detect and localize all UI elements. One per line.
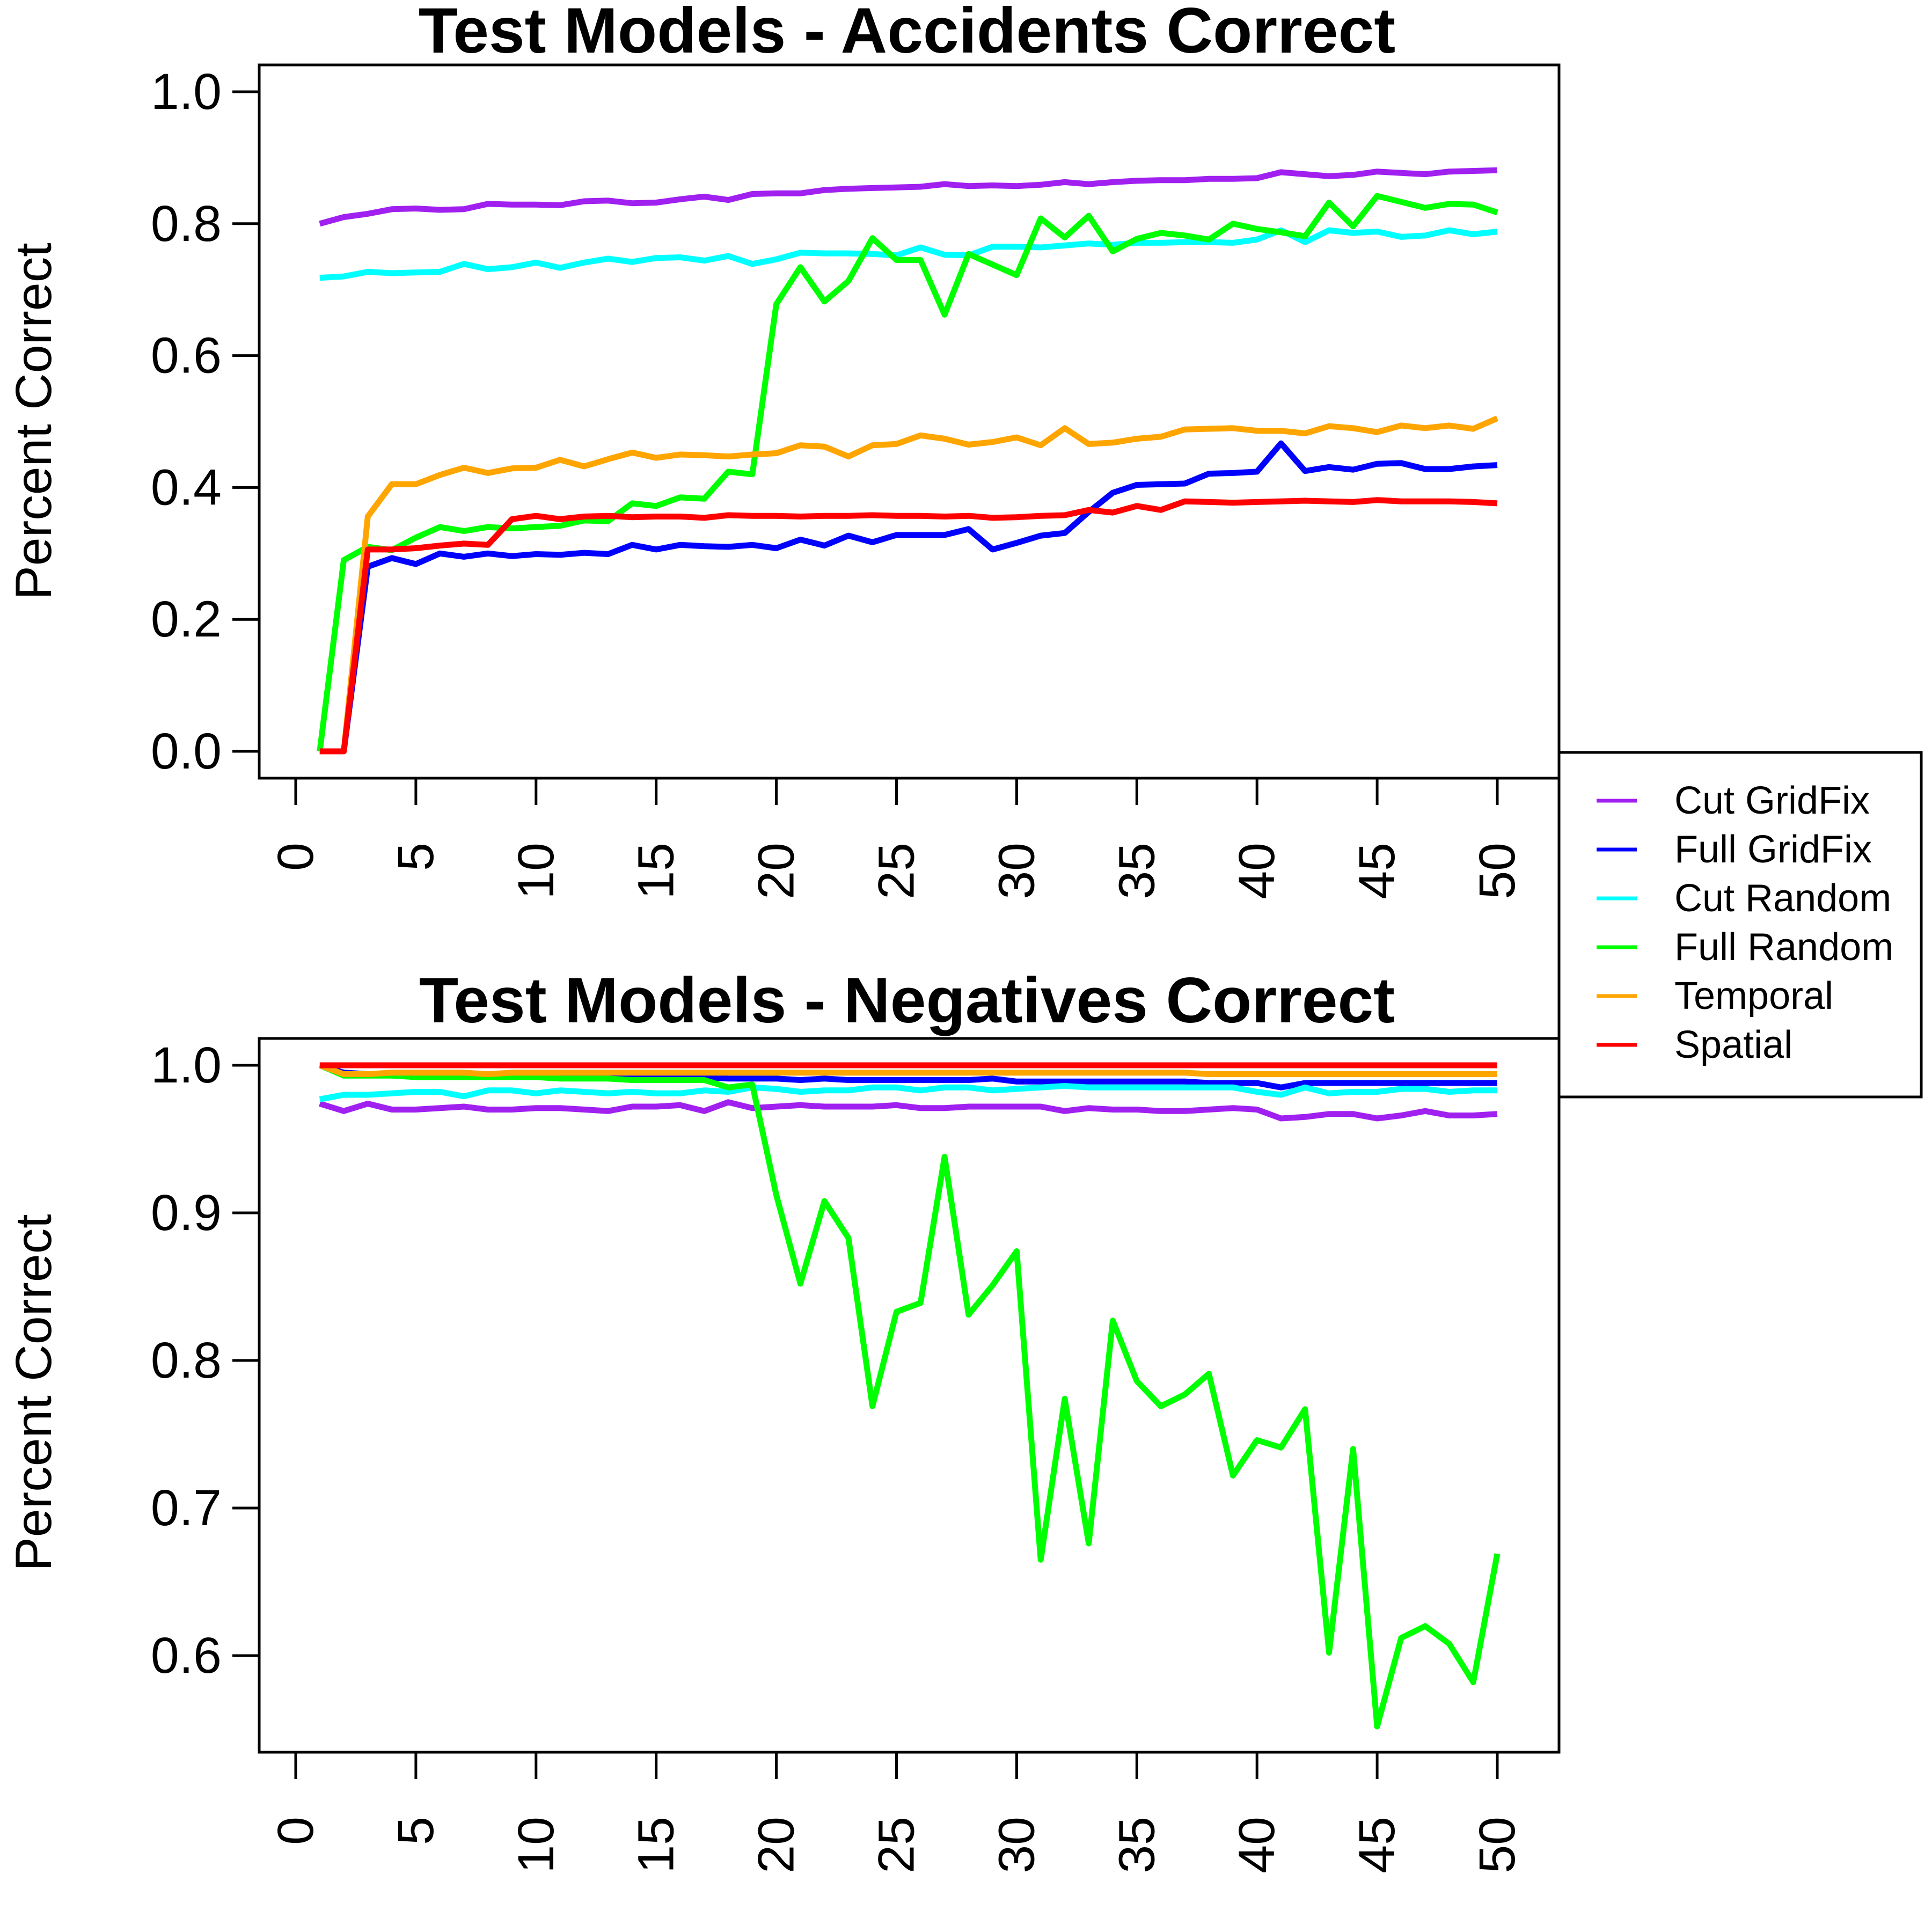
series-line-full-random	[317, 193, 1498, 752]
series-line-full-random	[318, 1062, 1501, 1730]
legend-label-spatial: Spatial	[1674, 1023, 1792, 1066]
y-tick-label: 0.8	[151, 1332, 222, 1389]
y-tick-label: 0.7	[151, 1480, 222, 1536]
x-tick-label: 30	[988, 843, 1045, 899]
legend-label-full-random: Full Random	[1674, 926, 1893, 969]
x-tick-label: 10	[508, 843, 565, 899]
y-tick-label: 0.6	[151, 327, 222, 384]
legend-box	[1557, 751, 1923, 1099]
series-lines	[318, 1062, 1501, 1730]
x-tick-label: 40	[1228, 843, 1285, 899]
y-tick-label: 0.0	[151, 723, 222, 780]
negatives-chart: Test Models - Negatives Correct Percent …	[5, 964, 1561, 1874]
series-line-cut-random	[319, 227, 1498, 281]
x-tick-label: 15	[628, 1817, 685, 1874]
series-line-cut-random	[319, 1083, 1497, 1102]
x-tick-label: 45	[1349, 843, 1406, 899]
legend: Cut GridFix Full GridFix Cut Random Full Ra…	[1557, 751, 1923, 1099]
series-lines	[317, 167, 1499, 755]
y-tick-label: 0.4	[151, 459, 222, 516]
series-line-cut-gridfix	[319, 167, 1498, 227]
y-tick-label: 0.9	[151, 1184, 222, 1241]
legend-label-cut-gridfix: Cut GridFix	[1674, 779, 1870, 822]
x-tick-label: 10	[508, 1817, 565, 1874]
x-tick-label: 30	[988, 1817, 1045, 1874]
series-line-temporal	[318, 1062, 1497, 1077]
x-tick-label: 5	[387, 1817, 444, 1845]
x-tick-label: 35	[1108, 843, 1165, 899]
y-tick-label: 0.6	[151, 1627, 222, 1684]
legend-label-temporal: Temporal	[1674, 975, 1833, 1018]
x-tick-label: 20	[748, 1817, 805, 1874]
y-tick-label: 0.8	[151, 195, 222, 252]
x-tick-label: 35	[1108, 1817, 1165, 1874]
y-axis-label: Percent Correct	[5, 243, 62, 599]
accidents-chart: Test Models - Accidents Correct Percent …	[5, 0, 1561, 899]
y-tick-label: 1.0	[151, 63, 222, 120]
x-tick-label: 20	[748, 843, 805, 899]
chart-title: Test Models - Negatives Correct	[419, 964, 1395, 1036]
y-axis-label: Percent Correct	[5, 1214, 62, 1571]
y-tick-label: 1.0	[151, 1037, 222, 1094]
x-tick-label: 0	[267, 843, 324, 871]
series-line-cut-gridfix	[319, 1099, 1498, 1122]
x-tick-label: 0	[267, 1817, 324, 1845]
axis-ticks: 0 5 10 15 20 25 30 35 40 45 50 0.0 0.2 0.4 0.6 0.8 1.0	[151, 63, 1526, 899]
x-tick-label: 40	[1228, 1817, 1285, 1874]
x-tick-label: 15	[628, 843, 685, 899]
series-line-full-gridfix	[319, 440, 1498, 755]
plot-frame	[258, 63, 1561, 780]
plot-frame	[258, 1037, 1561, 1754]
x-tick-label: 45	[1349, 1817, 1406, 1874]
x-tick-label: 25	[868, 1817, 925, 1874]
legend-label-cut-random: Cut Random	[1674, 877, 1891, 920]
series-line-spatial	[319, 497, 1498, 755]
x-tick-label: 25	[868, 843, 925, 899]
x-tick-label: 5	[387, 843, 444, 871]
chart-title: Test Models - Accidents Correct	[419, 0, 1395, 67]
x-tick-label: 50	[1469, 843, 1526, 899]
y-tick-label: 0.2	[151, 591, 222, 648]
series-line-temporal	[319, 415, 1499, 755]
x-tick-label: 50	[1469, 1817, 1526, 1874]
legend-label-full-gridfix: Full GridFix	[1674, 828, 1872, 871]
